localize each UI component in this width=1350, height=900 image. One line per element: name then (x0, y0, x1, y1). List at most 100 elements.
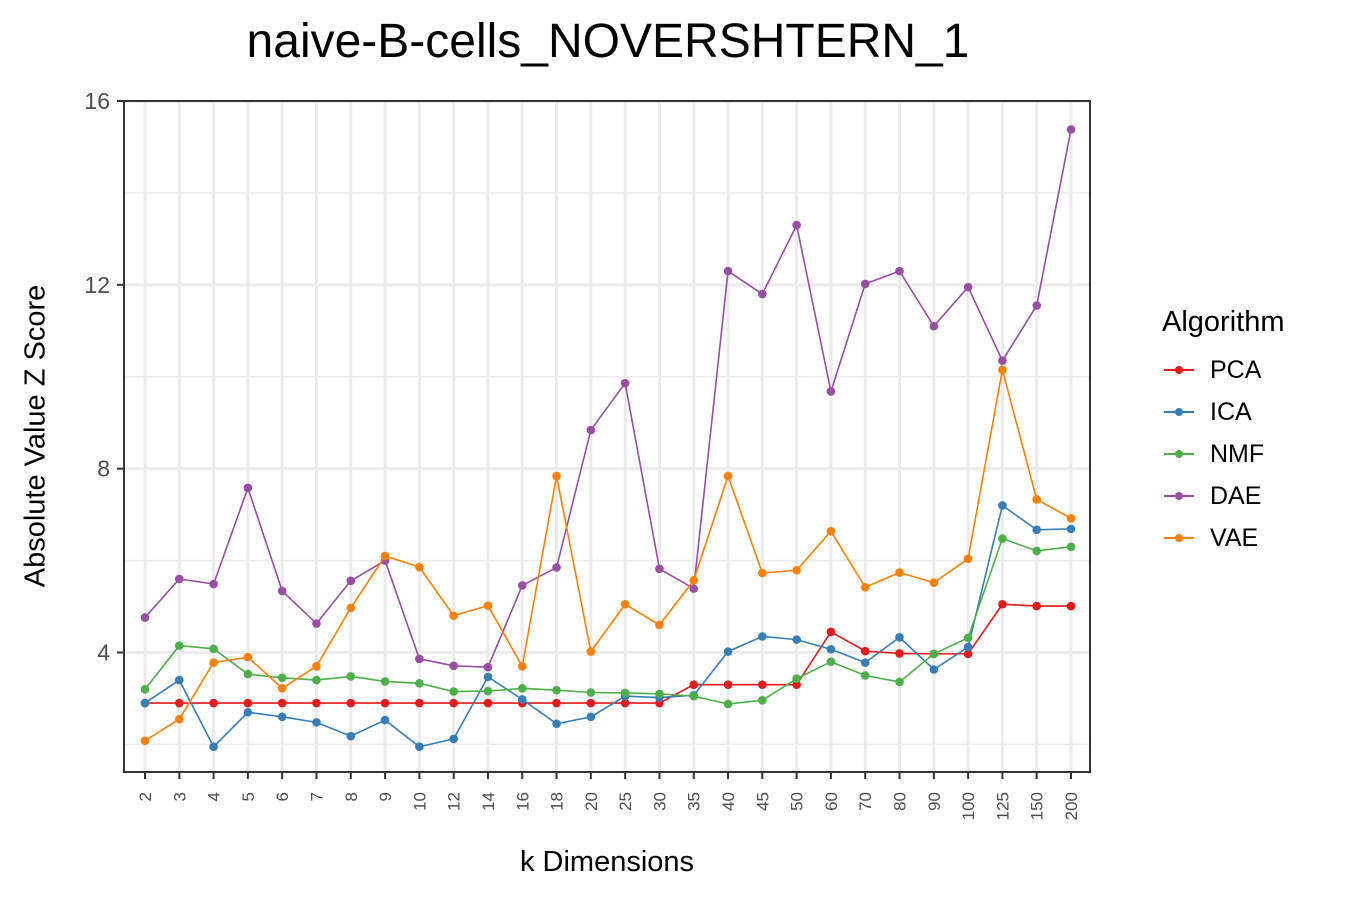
data-point-ica (723, 647, 733, 656)
data-point-dae (929, 321, 939, 331)
data-point-ica (929, 665, 939, 674)
data-point-nmf (723, 699, 733, 709)
data-point-dae (415, 654, 424, 664)
x-tick-label: 3 (170, 792, 189, 801)
legend-key-point (1175, 408, 1183, 416)
x-axis-title: k Dimensions (519, 846, 695, 878)
data-point-ica (1066, 524, 1076, 534)
legend-label: DAE (1210, 481, 1262, 510)
x-tick-label: 25 (616, 792, 635, 811)
data-point-dae (277, 586, 287, 596)
x-tick-label: 9 (376, 792, 395, 801)
data-point-dae (792, 220, 801, 230)
x-tick-label: 14 (479, 792, 498, 811)
x-tick-label: 70 (856, 792, 875, 811)
data-point-vae (140, 736, 150, 746)
data-point-dae (655, 564, 664, 574)
x-tick-label: 150 (1028, 792, 1047, 820)
data-point-nmf (689, 691, 699, 701)
data-point-ica (483, 672, 493, 682)
data-point-nmf (243, 669, 253, 679)
x-tick-label: 4 (205, 792, 224, 801)
data-point-ica (312, 718, 321, 727)
data-point-vae (723, 471, 733, 481)
data-point-pca (723, 680, 733, 689)
data-point-dae (449, 661, 458, 671)
data-point-ica (243, 707, 253, 717)
data-point-nmf (963, 633, 973, 643)
data-point-vae (209, 658, 218, 667)
legend-key (1162, 433, 1196, 475)
legend-item-vae: VAE (1162, 517, 1285, 559)
data-point-nmf (483, 686, 493, 696)
data-point-nmf (415, 678, 424, 688)
data-point-nmf (552, 685, 561, 695)
data-point-vae (620, 599, 630, 609)
data-point-ica (552, 719, 561, 729)
data-point-pca (860, 646, 870, 656)
x-tick-label: 10 (410, 792, 429, 811)
data-point-vae (277, 684, 287, 693)
x-tick-label: 6 (273, 792, 292, 801)
data-point-dae (346, 576, 356, 586)
legend-item-ica: ICA (1162, 391, 1285, 433)
data-point-ica (963, 642, 973, 652)
data-point-dae (174, 574, 184, 584)
data-point-nmf (655, 689, 664, 699)
data-point-dae (895, 266, 904, 276)
data-point-dae (860, 279, 870, 289)
x-tick-label: 30 (650, 792, 669, 811)
legend-label: ICA (1210, 397, 1252, 426)
chart-title: naive-B-cells_NOVERSHTERN_1 (246, 15, 970, 68)
series-nmf (140, 534, 1076, 709)
legend-key-point (1175, 366, 1183, 374)
data-point-pca (312, 698, 321, 708)
legend-key-point (1175, 450, 1183, 458)
data-point-vae (689, 576, 699, 585)
data-point-nmf (1066, 542, 1076, 552)
data-point-dae (209, 579, 218, 589)
y-axis-title: Absolute Value Z Score (19, 284, 52, 588)
data-point-nmf (758, 696, 767, 705)
grid (124, 99, 1090, 772)
data-point-vae (860, 582, 870, 592)
data-point-pca (620, 698, 630, 708)
series-dae (140, 125, 1076, 672)
y-tick-label: 8 (97, 456, 110, 482)
x-tick-label: 125 (993, 792, 1012, 820)
data-point-vae (758, 568, 767, 578)
data-point-ica (380, 715, 390, 725)
data-point-dae (483, 662, 493, 672)
x-tick-label: 100 (959, 792, 978, 820)
data-point-dae (312, 619, 321, 628)
data-point-vae (895, 568, 904, 577)
data-point-pca (243, 698, 253, 708)
data-point-dae (689, 584, 699, 593)
data-point-vae (998, 365, 1007, 375)
data-point-ica (586, 712, 596, 722)
data-point-pca (1066, 601, 1076, 611)
data-point-pca (826, 627, 836, 637)
data-point-vae (517, 661, 527, 671)
data-point-vae (483, 601, 493, 610)
data-point-ica (826, 644, 836, 654)
legend-key (1162, 349, 1196, 391)
data-point-ica (209, 742, 218, 752)
data-point-dae (758, 289, 767, 299)
data-point-nmf (620, 688, 630, 698)
data-point-nmf (860, 671, 870, 680)
data-point-vae (449, 611, 458, 621)
legend-key-point (1175, 492, 1183, 500)
series-vae (140, 365, 1076, 746)
data-point-pca (483, 698, 493, 708)
data-point-nmf (826, 657, 836, 666)
data-point-nmf (998, 534, 1007, 543)
data-point-pca (415, 698, 424, 708)
legend-key (1162, 475, 1196, 517)
data-point-vae (552, 471, 561, 481)
series-line-ica (144, 504, 1072, 749)
data-point-nmf (792, 674, 801, 684)
y-tick-label: 4 (97, 640, 110, 666)
data-point-nmf (517, 684, 527, 693)
series-line-nmf (144, 537, 1072, 705)
